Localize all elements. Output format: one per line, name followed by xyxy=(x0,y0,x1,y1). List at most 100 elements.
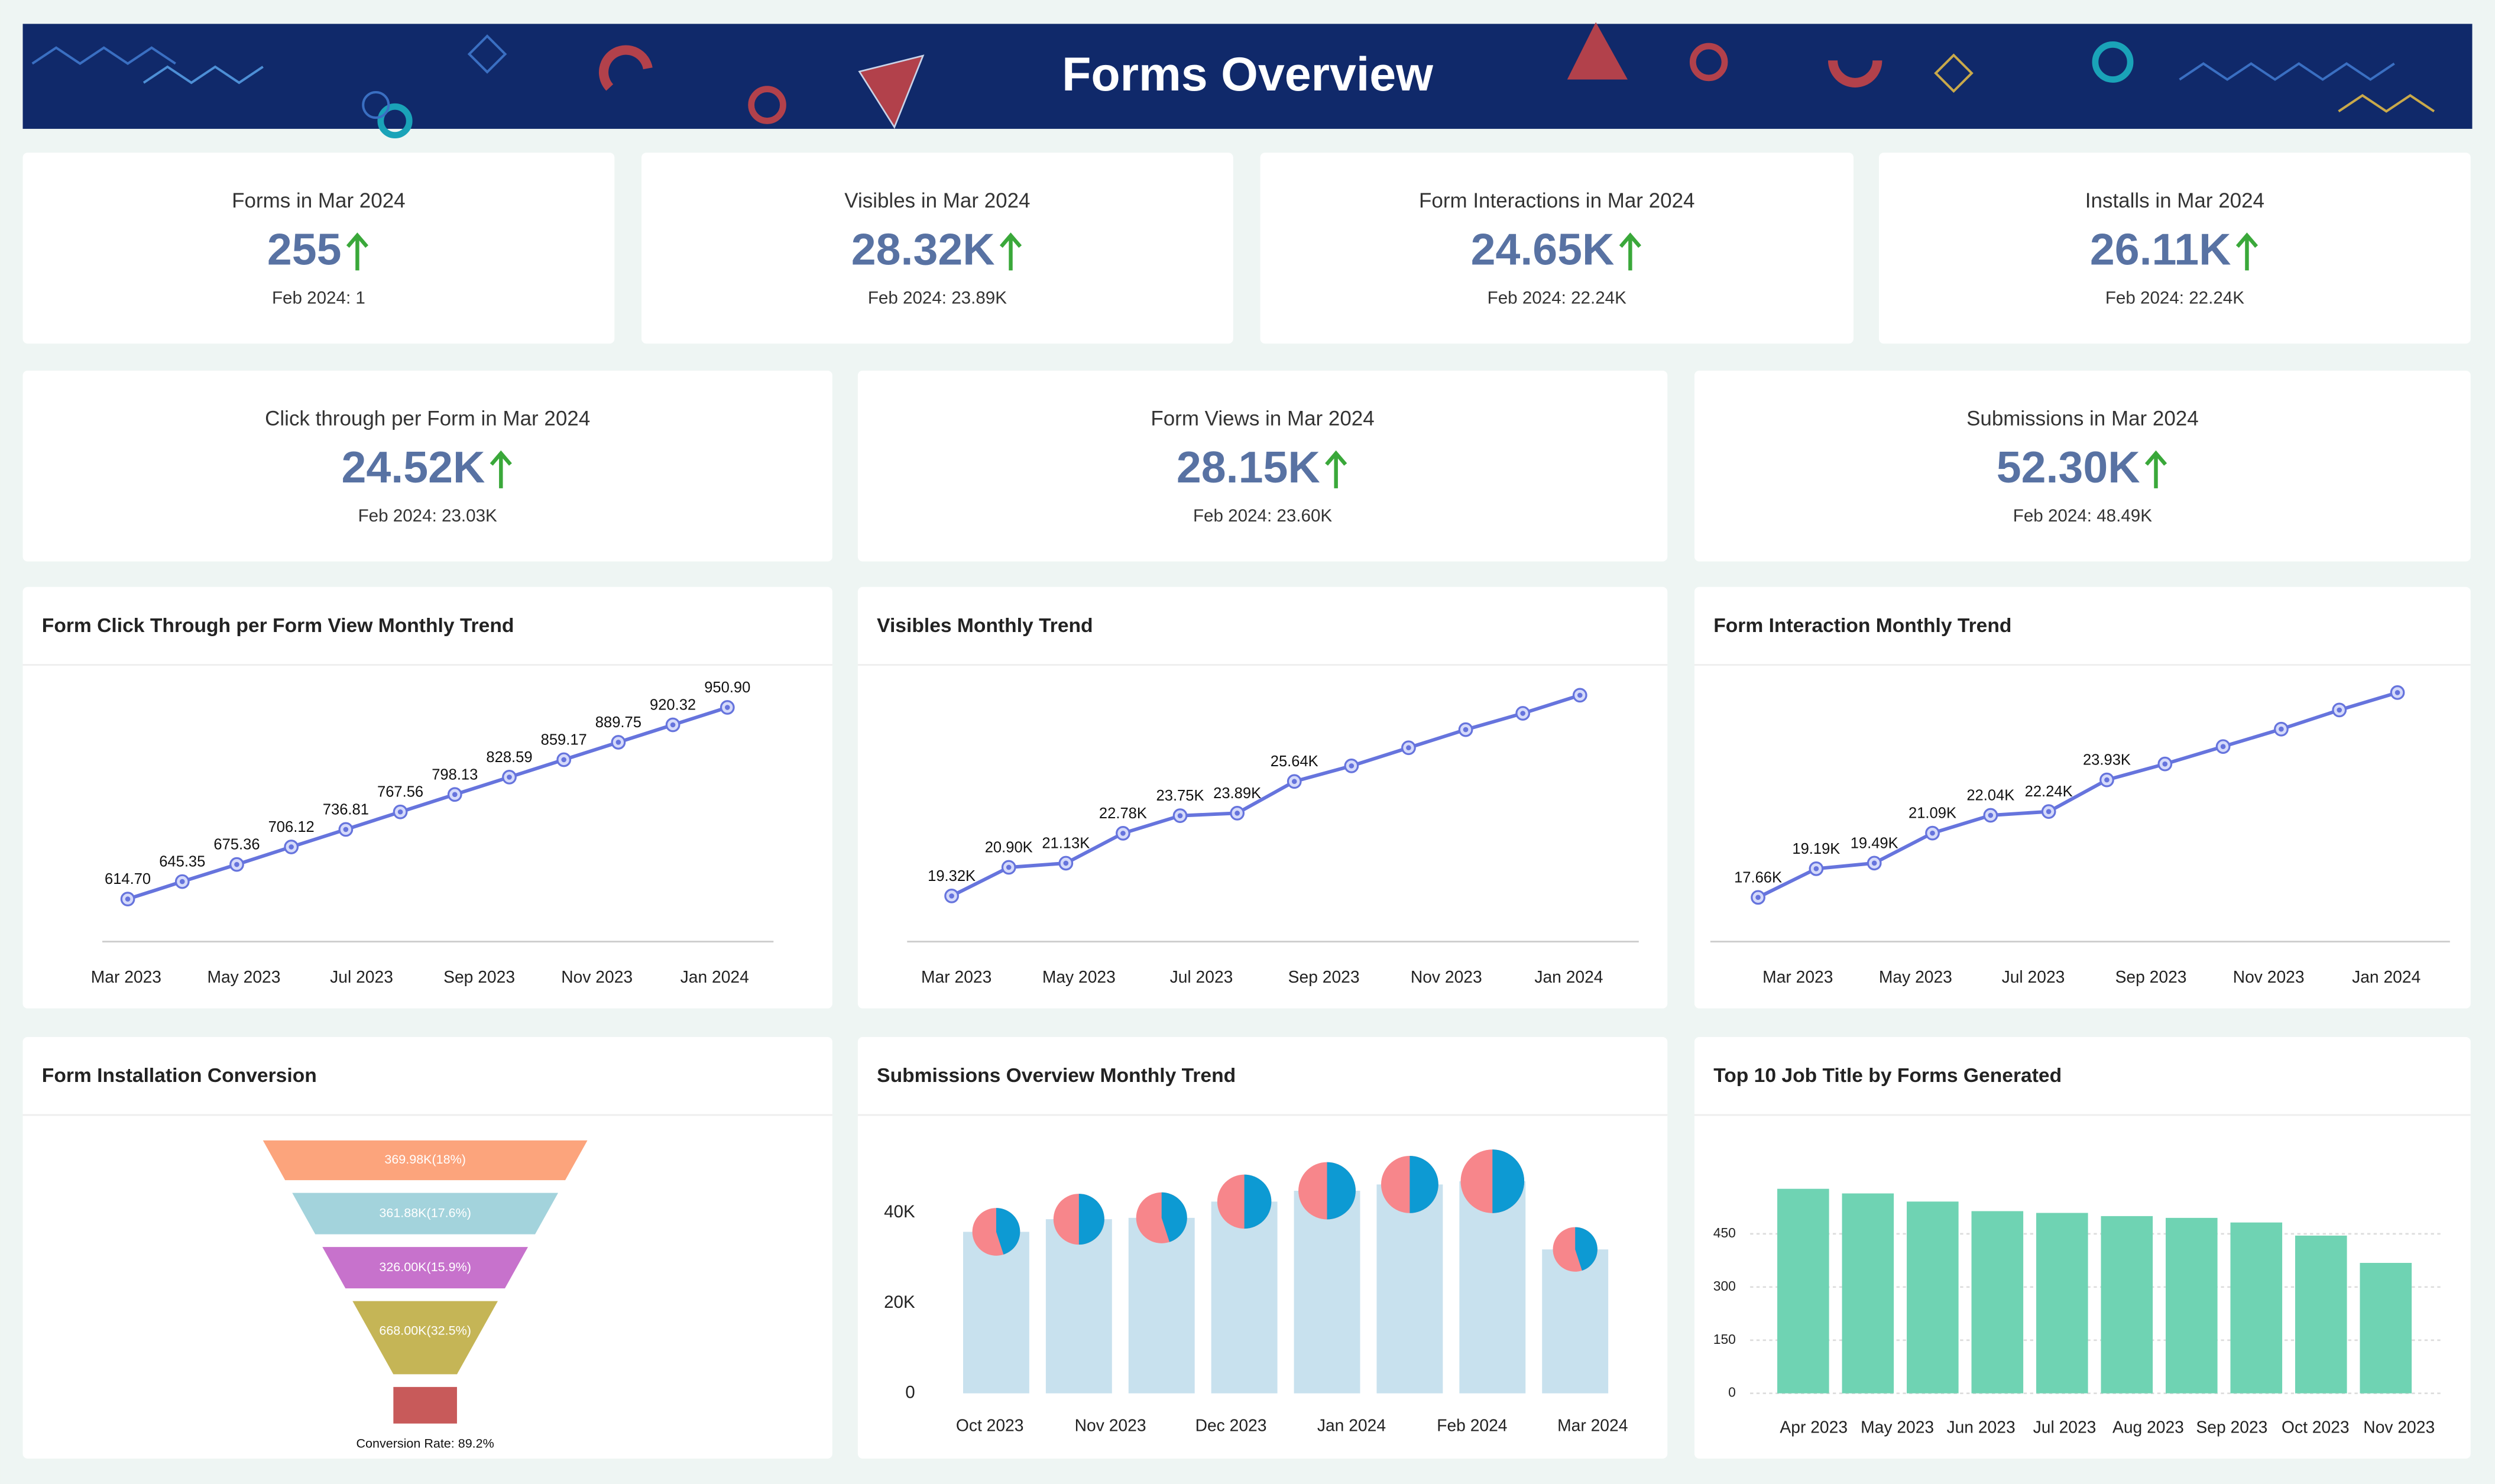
point-dot xyxy=(1755,895,1761,900)
y-tick-label: 20K xyxy=(884,1292,915,1312)
x-tick-label: Jan 2024 xyxy=(2352,967,2421,986)
bar xyxy=(1842,1193,1894,1394)
point-dot xyxy=(561,757,566,763)
data-label: 614.70 xyxy=(105,871,151,887)
data-label: 828.59 xyxy=(486,749,532,766)
bar xyxy=(963,1232,1029,1394)
bar xyxy=(2165,1217,2218,1394)
data-label: 859.17 xyxy=(541,731,587,748)
x-tick-label: May 2023 xyxy=(1861,1417,1934,1436)
kpi-previous: Feb 2024: 22.24K xyxy=(1488,289,1626,308)
y-tick-label: 450 xyxy=(1713,1225,1736,1240)
point-dot xyxy=(234,861,239,867)
point-dot xyxy=(670,722,676,728)
bar xyxy=(1294,1191,1360,1394)
data-label: 17.66K xyxy=(1734,869,1782,886)
card xyxy=(22,153,615,344)
bar xyxy=(1211,1201,1278,1394)
kpi-title: Visibles in Mar 2024 xyxy=(844,189,1030,212)
bubble-slice xyxy=(996,1208,1020,1255)
decor xyxy=(377,103,413,139)
data-label: 361.88K(17.6%) xyxy=(379,1206,471,1220)
card xyxy=(857,370,1668,562)
decor xyxy=(1689,43,1728,82)
point-dot xyxy=(397,809,403,815)
x-tick-label: Jan 2024 xyxy=(1317,1416,1386,1435)
data-label: 326.00K(15.9%) xyxy=(379,1260,471,1274)
x-tick-label: May 2023 xyxy=(1042,967,1116,986)
x-tick-label: Mar 2024 xyxy=(1557,1416,1628,1435)
kpi-title: Form Interactions in Mar 2024 xyxy=(1419,189,1694,212)
kpi-title: Submissions in Mar 2024 xyxy=(1966,407,2199,430)
chart-title: Form Click Through per Form View Monthly… xyxy=(42,615,514,637)
decor xyxy=(142,65,264,85)
bar xyxy=(1907,1201,1959,1394)
decor xyxy=(1934,53,1974,93)
data-label: 798.13 xyxy=(432,766,478,783)
point-dot xyxy=(179,879,185,884)
point-dot xyxy=(1349,763,1355,769)
point-dot xyxy=(1520,711,1525,716)
point-dot xyxy=(1988,812,1994,818)
kpi-previous: Feb 2024: 23.03K xyxy=(358,506,497,526)
decor xyxy=(31,46,176,66)
kpi-value: 26.11K xyxy=(2090,225,2231,274)
card xyxy=(1260,153,1854,344)
decor xyxy=(1827,60,1882,88)
point-dot xyxy=(724,705,730,710)
x-tick-label: Jan 2024 xyxy=(1534,967,1603,986)
decor xyxy=(858,54,925,129)
x-tick-label: Mar 2023 xyxy=(921,967,991,986)
data-label: 889.75 xyxy=(595,714,641,731)
decor xyxy=(2092,41,2134,83)
point-dot xyxy=(1063,860,1069,866)
point-dot xyxy=(1930,830,1935,836)
point-dot xyxy=(1177,813,1183,818)
point-dot xyxy=(615,740,621,745)
chart-title: Form Installation Conversion xyxy=(42,1065,317,1087)
x-tick-label: Oct 2023 xyxy=(956,1416,1024,1435)
page-title: Forms Overview xyxy=(1062,48,1433,101)
x-tick-label: Aug 2023 xyxy=(2112,1417,2184,1436)
funnel-segment xyxy=(292,1193,559,1234)
kpi-previous: Feb 2024: 1 xyxy=(272,289,365,308)
y-tick-label: 40K xyxy=(884,1202,915,1221)
decor xyxy=(362,91,390,119)
bar xyxy=(1777,1188,1829,1394)
kpi-title: Click through per Form in Mar 2024 xyxy=(265,407,590,430)
kpi-value: 24.65K xyxy=(1471,225,1615,274)
point-dot xyxy=(125,896,131,902)
bubble-slice xyxy=(1078,1194,1104,1245)
x-tick-label: May 2023 xyxy=(207,967,280,986)
kpi-previous: Feb 2024: 23.60K xyxy=(1193,506,1332,526)
bubble-slice xyxy=(1161,1192,1187,1242)
point-dot xyxy=(1291,779,1297,785)
x-tick-label: Jul 2023 xyxy=(2033,1417,2097,1436)
funnel-segment xyxy=(263,1140,588,1181)
x-tick-label: Nov 2023 xyxy=(1411,967,1482,986)
data-label: 19.49K xyxy=(1851,835,1898,851)
x-tick-label: Jul 2023 xyxy=(2002,967,2065,986)
kpi-value: 52.30K xyxy=(1997,442,2140,492)
decor xyxy=(1567,22,1628,80)
x-tick-label: Sep 2023 xyxy=(1288,967,1360,986)
x-tick-label: May 2023 xyxy=(1879,967,1952,986)
decor xyxy=(2179,62,2395,81)
chart-title: Form Interaction Monthly Trend xyxy=(1713,615,2011,637)
x-tick-label: Dec 2023 xyxy=(1195,1416,1267,1435)
y-tick-label: 0 xyxy=(1728,1385,1736,1400)
annotation: Conversion Rate: 89.2% xyxy=(357,1436,494,1450)
kpi-value: 255 xyxy=(267,225,342,274)
card xyxy=(22,370,832,562)
data-label: 767.56 xyxy=(377,784,423,801)
kpi-value: 28.32K xyxy=(851,225,995,274)
data-label: 19.19K xyxy=(1792,841,1840,857)
banner-bg xyxy=(22,24,2473,129)
bar xyxy=(2036,1213,2088,1394)
x-tick-label: Jul 2023 xyxy=(1170,967,1233,986)
bar xyxy=(1045,1219,1112,1394)
trend-arrow xyxy=(2144,450,2167,488)
bar xyxy=(1128,1217,1195,1394)
trend-arrow xyxy=(346,232,369,271)
